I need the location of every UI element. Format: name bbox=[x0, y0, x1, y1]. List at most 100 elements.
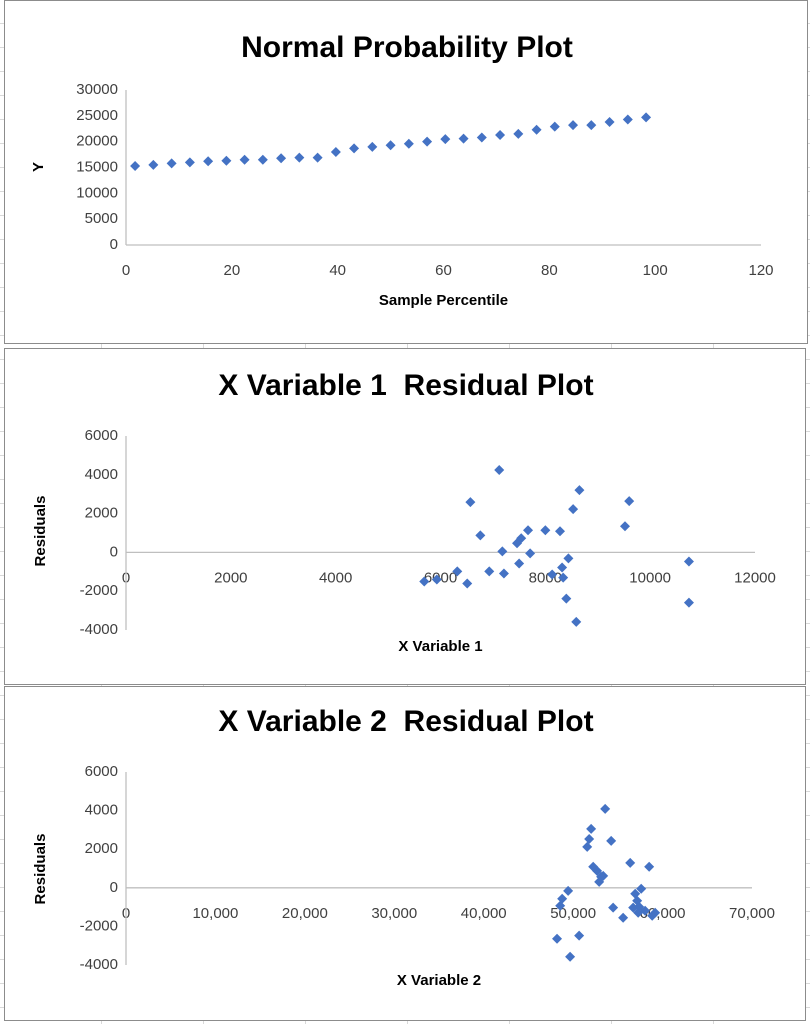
data-point bbox=[683, 597, 694, 608]
data-point bbox=[571, 616, 582, 627]
y-tick-label: 10000 bbox=[76, 184, 118, 201]
data-point bbox=[484, 566, 495, 577]
data-point bbox=[632, 895, 643, 906]
y-tick-label: 20000 bbox=[76, 133, 118, 150]
x-tick-label: 100 bbox=[643, 262, 668, 279]
x-axis-title: Sample Percentile bbox=[379, 292, 508, 309]
data-point bbox=[184, 157, 195, 168]
data-point bbox=[516, 533, 527, 544]
data-point bbox=[257, 154, 268, 165]
y-tick-label: 4000 bbox=[85, 802, 118, 819]
data-point bbox=[592, 865, 603, 876]
data-point bbox=[598, 870, 609, 881]
data-point bbox=[624, 496, 635, 507]
y-tick-label: 6000 bbox=[85, 427, 118, 444]
data-point bbox=[458, 133, 469, 144]
data-point bbox=[452, 566, 463, 577]
y-axis-title: Y bbox=[30, 162, 47, 172]
data-point bbox=[312, 152, 323, 163]
data-point bbox=[683, 556, 694, 567]
y-tick-label: -4000 bbox=[80, 621, 118, 638]
data-point bbox=[349, 143, 360, 154]
data-point bbox=[221, 155, 232, 166]
data-point bbox=[600, 803, 611, 814]
data-point bbox=[497, 546, 508, 557]
y-tick-label: -4000 bbox=[80, 956, 118, 973]
data-point bbox=[625, 857, 636, 868]
data-point bbox=[531, 124, 542, 135]
y-tick-label: 2000 bbox=[85, 505, 118, 522]
data-point bbox=[514, 558, 525, 569]
data-point bbox=[563, 553, 574, 564]
data-point bbox=[495, 129, 506, 140]
data-point bbox=[586, 823, 597, 834]
x-tick-label: 30,000 bbox=[371, 905, 417, 922]
data-point bbox=[555, 526, 566, 537]
data-point bbox=[561, 593, 572, 604]
data-point bbox=[574, 930, 585, 941]
data-point bbox=[608, 902, 619, 913]
y-axis-title: Residuals bbox=[32, 834, 49, 905]
data-point bbox=[465, 497, 476, 508]
data-point bbox=[622, 114, 633, 125]
data-point bbox=[476, 132, 487, 143]
data-point bbox=[641, 112, 652, 123]
y-tick-label: 0 bbox=[110, 879, 118, 896]
x-tick-label: 80 bbox=[541, 262, 558, 279]
x-tick-label: 20,000 bbox=[282, 905, 328, 922]
x-tick-label: 0 bbox=[122, 262, 130, 279]
y-tick-label: 0 bbox=[110, 236, 118, 253]
x-tick-label: 40 bbox=[329, 262, 346, 279]
data-point bbox=[367, 141, 378, 152]
data-point bbox=[584, 833, 595, 844]
data-point bbox=[440, 134, 451, 145]
x-tick-label: 60 bbox=[435, 262, 452, 279]
data-point bbox=[628, 902, 639, 913]
data-point bbox=[636, 883, 647, 894]
data-point bbox=[498, 568, 509, 579]
data-point bbox=[419, 576, 430, 587]
data-point bbox=[276, 153, 287, 164]
data-point bbox=[512, 538, 523, 549]
data-point bbox=[630, 888, 641, 899]
data-point bbox=[582, 841, 593, 852]
data-point bbox=[385, 140, 396, 151]
data-point bbox=[330, 147, 341, 157]
data-point bbox=[606, 835, 617, 846]
y-tick-label: 2000 bbox=[85, 840, 118, 857]
data-point bbox=[403, 138, 414, 149]
x-tick-label: 10,000 bbox=[192, 905, 238, 922]
data-point bbox=[130, 160, 141, 171]
chart: X Variable 2 Residual Plot X Variable 2 Re… bbox=[4, 686, 806, 1021]
x-tick-label: 40,000 bbox=[461, 905, 507, 922]
chart-title: X Variable 2 Residual Plot bbox=[218, 705, 593, 738]
data-point bbox=[650, 907, 661, 918]
data-point bbox=[634, 901, 645, 912]
chart-title: Normal Probability Plot bbox=[241, 31, 573, 64]
x-tick-label: 6000 bbox=[424, 569, 457, 586]
data-point bbox=[558, 572, 569, 583]
data-point bbox=[565, 951, 576, 962]
y-tick-label: 15000 bbox=[76, 158, 118, 175]
data-point bbox=[557, 893, 568, 904]
data-point bbox=[294, 152, 305, 163]
data-point bbox=[148, 159, 159, 170]
data-point bbox=[547, 569, 558, 580]
data-point bbox=[557, 562, 568, 573]
y-tick-label: 25000 bbox=[76, 107, 118, 124]
y-tick-label: 5000 bbox=[85, 210, 118, 227]
x-tick-label: 20 bbox=[223, 262, 240, 279]
data-point bbox=[523, 525, 534, 536]
x-axis-title: X Variable 2 bbox=[397, 972, 481, 989]
chart: X Variable 1 Residual Plot X Variable 1 Re… bbox=[4, 348, 806, 685]
data-point bbox=[552, 933, 563, 944]
data-point bbox=[239, 154, 250, 165]
y-tick-label: 6000 bbox=[85, 763, 118, 780]
y-tick-label: -2000 bbox=[80, 582, 118, 599]
y-tick-label: -2000 bbox=[80, 917, 118, 934]
data-point bbox=[586, 120, 597, 131]
data-point bbox=[540, 525, 551, 536]
x-tick-label: 4000 bbox=[319, 569, 352, 586]
data-point bbox=[166, 158, 177, 169]
